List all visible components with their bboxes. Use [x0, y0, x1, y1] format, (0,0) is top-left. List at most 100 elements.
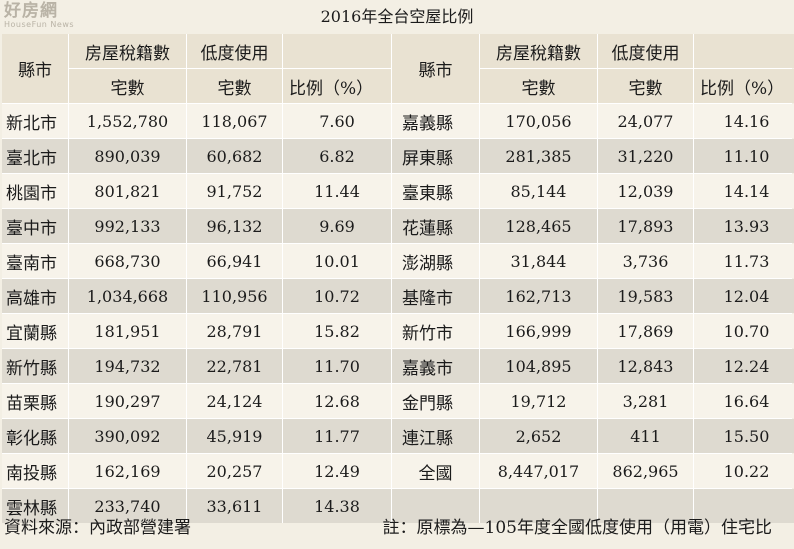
right-registered-cell: 31,844	[480, 244, 597, 278]
logo: 好房網 HouseFun News	[4, 2, 124, 32]
right-ratio-cell	[694, 489, 794, 523]
left-lowuse-cell: 24,124	[187, 384, 282, 418]
left-county-cell: 臺中市	[2, 209, 68, 243]
header-ratio-left: 比例（%）	[283, 69, 391, 103]
right-registered-cell: 281,385	[480, 139, 597, 173]
right-county-cell: 基隆市	[392, 279, 479, 313]
right-county-cell: 臺東縣	[392, 174, 479, 208]
right-county-cell: 金門縣	[392, 384, 479, 418]
right-lowuse-cell: 12,039	[598, 174, 693, 208]
left-lowuse-cell: 28,791	[187, 314, 282, 348]
left-ratio-cell: 11.44	[283, 174, 391, 208]
right-lowuse-cell: 3,736	[598, 244, 693, 278]
left-registered-cell: 801,821	[69, 174, 186, 208]
right-county-cell: 嘉義縣	[392, 104, 479, 138]
left-county-cell: 新竹縣	[2, 349, 68, 383]
left-registered-cell: 162,169	[69, 454, 186, 488]
right-county-cell: 新竹市	[392, 314, 479, 348]
right-registered-cell: 166,999	[480, 314, 597, 348]
right-lowuse-cell: 17,869	[598, 314, 693, 348]
right-ratio-cell: 12.04	[694, 279, 794, 313]
left-county-cell: 高雄市	[2, 279, 68, 313]
right-ratio-cell: 11.10	[694, 139, 794, 173]
right-county-cell: 澎湖縣	[392, 244, 479, 278]
right-lowuse-cell: 12,843	[598, 349, 693, 383]
left-county-cell: 苗栗縣	[2, 384, 68, 418]
left-lowuse-cell: 91,752	[187, 174, 282, 208]
header-lowuse-bottom-left: 宅數	[187, 69, 282, 103]
right-lowuse-cell: 3,281	[598, 384, 693, 418]
right-lowuse-cell: 862,965	[598, 454, 693, 488]
header-county-right: 縣市	[392, 34, 479, 103]
right-ratio-cell: 15.50	[694, 419, 794, 453]
left-ratio-cell: 11.70	[283, 349, 391, 383]
left-county-cell: 宜蘭縣	[2, 314, 68, 348]
left-ratio-cell: 10.01	[283, 244, 391, 278]
right-lowuse-cell	[598, 489, 693, 523]
left-lowuse-cell: 33,611	[187, 489, 282, 523]
left-ratio-cell: 15.82	[283, 314, 391, 348]
right-county-cell: 全國	[392, 454, 479, 488]
right-lowuse-cell: 17,893	[598, 209, 693, 243]
right-ratio-cell: 11.73	[694, 244, 794, 278]
logo-text: 好房網	[4, 1, 58, 21]
right-registered-cell: 104,895	[480, 349, 597, 383]
left-lowuse-cell: 66,941	[187, 244, 282, 278]
footer: 資料來源：內政部營建署 註：原標為—105年度全國低度使用（用電）住宅比	[0, 510, 794, 540]
logo-subtext: HouseFun News	[4, 20, 75, 29]
left-lowuse-cell: 22,781	[187, 349, 282, 383]
left-lowuse-cell: 110,956	[187, 279, 282, 313]
left-ratio-cell: 11.77	[283, 419, 391, 453]
left-registered-cell: 181,951	[69, 314, 186, 348]
left-lowuse-cell: 118,067	[187, 104, 282, 138]
left-ratio-cell: 6.82	[283, 139, 391, 173]
left-county-cell: 臺南市	[2, 244, 68, 278]
right-ratio-cell: 16.64	[694, 384, 794, 418]
right-registered-cell	[480, 489, 597, 523]
right-ratio-cell: 13.93	[694, 209, 794, 243]
header-registered-top-right: 房屋稅籍數	[480, 34, 597, 68]
header-ratio-spacer-left	[283, 34, 391, 68]
left-ratio-cell: 7.60	[283, 104, 391, 138]
right-lowuse-cell: 411	[598, 419, 693, 453]
right-county-cell: 花蓮縣	[392, 209, 479, 243]
right-county-cell: 嘉義市	[392, 349, 479, 383]
header-lowuse-bottom-right: 宅數	[598, 69, 693, 103]
source-note: 資料來源：內政部營建署	[4, 517, 191, 538]
header-ratio-spacer-right	[694, 34, 794, 68]
left-registered-cell: 668,730	[69, 244, 186, 278]
left-ratio-cell: 9.69	[283, 209, 391, 243]
header-county-left: 縣市	[2, 34, 68, 103]
right-registered-cell: 162,713	[480, 279, 597, 313]
vacancy-table: 縣市 房屋稅籍數 低度使用 宅數 宅數 比例（%） 縣市 房屋稅籍數 低度使用 …	[2, 34, 794, 523]
right-ratio-cell: 10.22	[694, 454, 794, 488]
left-registered-cell: 1,034,668	[69, 279, 186, 313]
right-registered-cell: 19,712	[480, 384, 597, 418]
left-ratio-cell: 12.49	[283, 454, 391, 488]
left-lowuse-cell: 60,682	[187, 139, 282, 173]
left-registered-cell: 233,740	[69, 489, 186, 523]
left-county-cell: 彰化縣	[2, 419, 68, 453]
left-lowuse-cell: 20,257	[187, 454, 282, 488]
left-registered-cell: 390,092	[69, 419, 186, 453]
right-ratio-cell: 14.16	[694, 104, 794, 138]
right-county-cell: 屏東縣	[392, 139, 479, 173]
right-ratio-cell: 10.70	[694, 314, 794, 348]
right-registered-cell: 85,144	[480, 174, 597, 208]
left-county-cell: 雲林縣	[2, 489, 68, 523]
right-registered-cell: 170,056	[480, 104, 597, 138]
right-ratio-cell: 14.14	[694, 174, 794, 208]
left-registered-cell: 992,133	[69, 209, 186, 243]
left-county-cell: 臺北市	[2, 139, 68, 173]
right-county-cell	[392, 489, 479, 523]
left-registered-cell: 1,552,780	[69, 104, 186, 138]
header-registered-bottom-left: 宅數	[69, 69, 186, 103]
footnote: 註：原標為—105年度全國低度使用（用電）住宅比	[382, 517, 772, 538]
right-registered-cell: 8,447,017	[480, 454, 597, 488]
right-lowuse-cell: 31,220	[598, 139, 693, 173]
left-registered-cell: 194,732	[69, 349, 186, 383]
left-registered-cell: 190,297	[69, 384, 186, 418]
left-ratio-cell: 12.68	[283, 384, 391, 418]
right-registered-cell: 2,652	[480, 419, 597, 453]
page-title: 2016年全台空屋比例	[320, 7, 474, 26]
